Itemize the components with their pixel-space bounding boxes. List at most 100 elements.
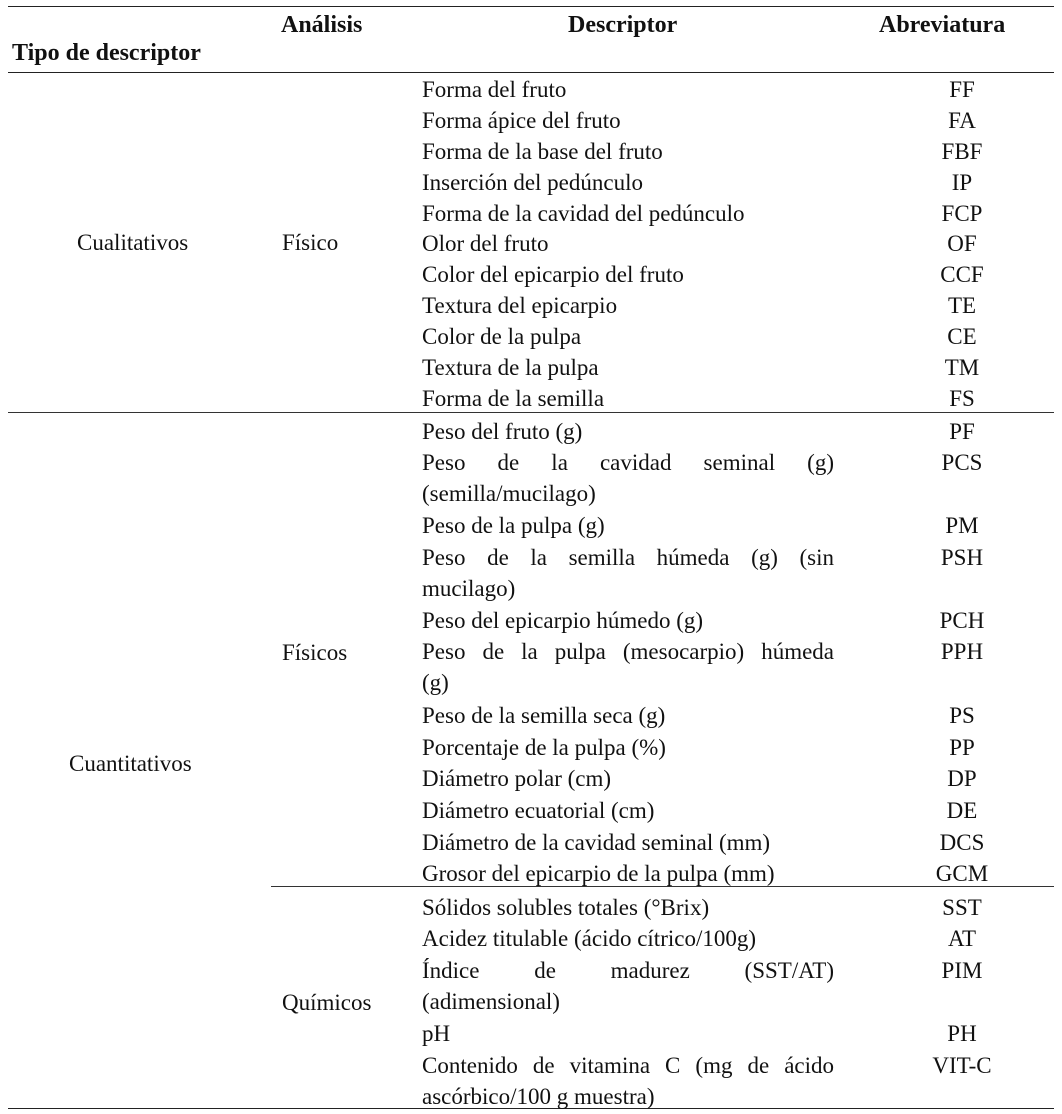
abbreviation-cell: PPH [940, 639, 984, 664]
abbreviation-cell: PSH [940, 545, 984, 570]
table-row: pH PH [422, 1018, 1042, 1049]
descriptor-cell: Peso de la semilla húmeda (g) (sin [422, 545, 834, 570]
descriptor-cell: Peso de la pulpa (g) [422, 513, 605, 538]
abbreviation-cell: PP [949, 735, 975, 760]
abbreviation-cell: FCP [941, 201, 983, 226]
table-row: Peso del fruto (g) PF [422, 416, 1042, 447]
descriptor-cell: Diámetro de la cavidad seminal (mm) [422, 830, 771, 855]
descriptor-cell: Diámetro polar (cm) [422, 766, 612, 791]
table-row: Acidez titulable (ácido cítrico/100g) AT [422, 923, 1042, 954]
descriptor-cell: Forma de la base del fruto [422, 139, 663, 164]
abbreviation-cell: DE [946, 798, 978, 823]
header-abreviatura: Abreviatura [879, 12, 1006, 38]
descriptor-cell: Porcentaje de la pulpa (%) [422, 735, 666, 760]
table-row: Inserción del pedúnculo IP [422, 167, 1042, 198]
abbreviation-cell: PS [949, 703, 975, 728]
descriptor-cell: Diámetro ecuatorial (cm) [422, 798, 655, 823]
header-bottom-rule [8, 72, 1054, 73]
header-tipo-de-descriptor: Tipo de descriptor [12, 40, 201, 66]
abbreviation-cell: VIT-C [932, 1053, 992, 1078]
abbreviation-cell: PCH [939, 608, 985, 633]
abbreviation-cell: PM [945, 513, 979, 538]
table-row: Forma del fruto FF [422, 74, 1042, 105]
descriptor-cell: Peso del fruto (g) [422, 419, 583, 444]
table-bottom-rule [8, 1108, 1054, 1109]
abbreviation-cell: CCF [940, 262, 984, 287]
descriptor-cell: Olor del fruto [422, 231, 549, 256]
table-row: Porcentaje de la pulpa (%) PP [422, 732, 1042, 763]
table-row: Índice de madurez (SST/AT) (adimensional)… [422, 955, 1042, 1014]
table-row: Forma de la semilla FS [422, 383, 1042, 414]
analysis-quimicos: Químicos [282, 990, 372, 1015]
table-row: Grosor del epicarpio de la pulpa (mm) GCM [422, 858, 1042, 889]
descriptor-cell: Sólidos solubles totales (°Brix) [422, 895, 710, 920]
descriptor-cell: Acidez titulable (ácido cítrico/100g) [422, 926, 757, 951]
group-cuantitativos: Cuantitativos [69, 751, 192, 776]
table-row: Diámetro ecuatorial (cm) DE [422, 795, 1042, 826]
table-row: Color de la pulpa CE [422, 321, 1042, 352]
abbreviation-cell: TE [947, 293, 977, 318]
table-row: Peso de la semilla húmeda (g) (sin mucila… [422, 542, 1042, 601]
abbreviation-cell: PIM [941, 958, 983, 983]
table-row: Peso de la pulpa (mesocarpio) húmeda (g) P… [422, 636, 1042, 695]
abbreviation-cell: SST [942, 895, 982, 920]
descriptor-cell: Peso de la cavidad seminal (g) [422, 450, 834, 475]
descriptor-cell-continuation: (adimensional) [422, 989, 560, 1014]
subgroup-separator-rule [271, 886, 1054, 887]
abbreviation-cell: FBF [941, 139, 983, 164]
descriptor-cell: Forma de la semilla [422, 386, 605, 411]
table-row: Forma de la cavidad del pedúnculo FCP [422, 198, 1042, 229]
table-row: Peso de la pulpa (g) PM [422, 510, 1042, 541]
descriptor-cell: Peso de la semilla seca (g) [422, 703, 666, 728]
analysis-fisicos: Físicos [282, 640, 348, 665]
descriptor-cell: Grosor del epicarpio de la pulpa (mm) [422, 861, 775, 886]
descriptor-cell: Textura del epicarpio [422, 293, 618, 318]
header-analisis: Análisis [281, 12, 363, 38]
descriptor-cell-continuation: mucilago) [422, 576, 516, 601]
abbreviation-cell: PF [949, 419, 975, 444]
abbreviation-cell: DP [947, 766, 977, 791]
abbreviation-cell: CE [947, 324, 977, 349]
descriptor-cell: pH [422, 1021, 451, 1046]
descriptor-cell: Índice de madurez (SST/AT) [422, 958, 834, 983]
descriptor-cell: Peso de la pulpa (mesocarpio) húmeda [422, 639, 834, 664]
table-row: Forma ápice del fruto FA [422, 105, 1042, 136]
descriptor-cell: Inserción del pedúnculo [422, 170, 643, 195]
table-row: Peso de la cavidad seminal (g) (semilla/m… [422, 447, 1042, 506]
abbreviation-cell: FF [949, 77, 975, 102]
table-row: Textura de la pulpa TM [422, 352, 1042, 383]
abbreviation-cell: FA [948, 108, 976, 133]
group-cualitativos: Cualitativos [77, 230, 189, 255]
group-separator-rule [8, 412, 1054, 413]
table-row: Peso del epicarpio húmedo (g) PCH [422, 605, 1042, 636]
descriptor-cell: Forma del fruto [422, 77, 567, 102]
descriptor-cell: Forma de la cavidad del pedúnculo [422, 201, 745, 226]
table-row: Textura del epicarpio TE [422, 290, 1042, 321]
descriptor-cell: Forma ápice del fruto [422, 108, 621, 133]
table-top-rule [8, 6, 1054, 7]
abbreviation-cell: TM [944, 355, 980, 380]
table-row: Peso de la semilla seca (g) PS [422, 700, 1042, 731]
abbreviation-cell: IP [951, 170, 973, 195]
header-descriptor: Descriptor [568, 12, 678, 38]
descriptor-cell: Contenido de vitamina C (mg de ácido [422, 1053, 834, 1078]
descriptor-cell-continuation: ascórbico/100 g muestra) [422, 1084, 655, 1109]
table-row: Sólidos solubles totales (°Brix) SST [422, 892, 1042, 923]
abbreviation-cell: AT [947, 926, 977, 951]
table-row: Forma de la base del fruto FBF [422, 136, 1042, 167]
descriptor-cell: Color del epicarpio del fruto [422, 262, 684, 287]
table-row: Diámetro polar (cm) DP [422, 763, 1042, 794]
analysis-fisico: Físico [282, 230, 339, 255]
descriptor-cell: Textura de la pulpa [422, 355, 599, 380]
descriptor-cell: Peso del epicarpio húmedo (g) [422, 608, 704, 633]
descriptor-cell: Color de la pulpa [422, 324, 582, 349]
table-row: Color del epicarpio del fruto CCF [422, 259, 1042, 290]
abbreviation-cell: PH [947, 1021, 977, 1046]
table-row: Olor del fruto OF [422, 228, 1042, 259]
table-row: Contenido de vitamina C (mg de ácido ascó… [422, 1050, 1042, 1109]
abbreviation-cell: PCS [941, 450, 983, 475]
descriptor-cell-continuation: (g) [422, 670, 449, 695]
abbreviation-cell: DCS [939, 830, 985, 855]
table-row: Diámetro de la cavidad seminal (mm) DCS [422, 827, 1042, 858]
descriptor-cell-continuation: (semilla/mucilago) [422, 481, 596, 506]
